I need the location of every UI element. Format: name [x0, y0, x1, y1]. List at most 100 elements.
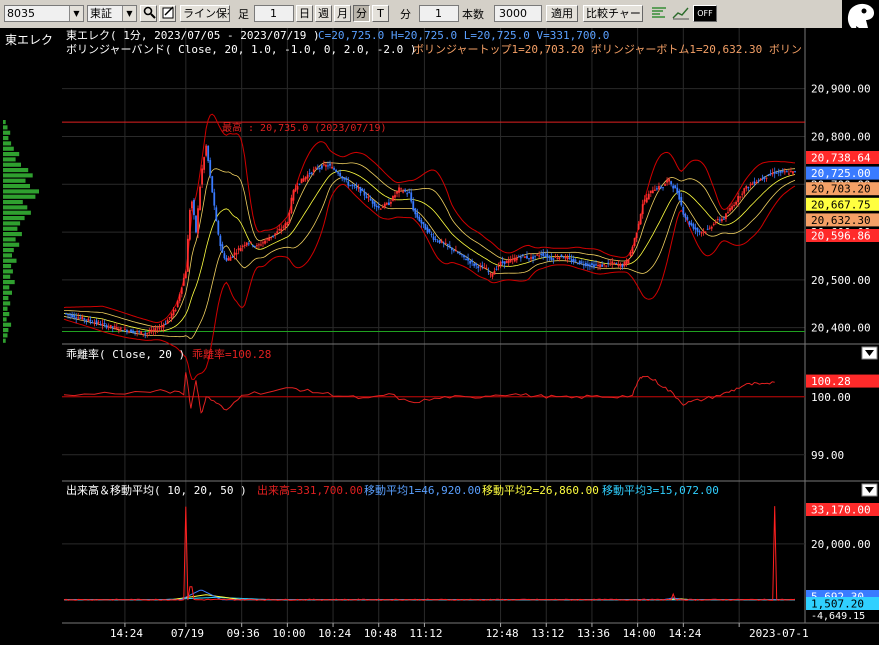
apply-button[interactable]: 適用	[546, 5, 578, 22]
week-button[interactable]: 週	[315, 5, 332, 22]
candle-body	[335, 169, 337, 172]
price-tag	[806, 182, 879, 196]
volume-profile-bar	[3, 216, 25, 221]
candle-body	[745, 185, 748, 189]
candle-body	[658, 185, 660, 190]
candle-body	[552, 258, 555, 260]
volume-header: 出来高＆移動平均( 10, 20, 50 )	[66, 483, 247, 497]
candle-body	[676, 187, 679, 194]
candle-body	[136, 331, 138, 333]
volume-profile-bar	[3, 274, 11, 279]
candle-body	[672, 185, 675, 189]
candle-body	[150, 329, 153, 333]
candle-body	[660, 186, 662, 188]
ohlcv-label: C=20,725.0 H=20,725.0 L=20,725.0 V=331,7…	[318, 29, 609, 42]
ashi-input[interactable]: 1	[254, 5, 294, 22]
x-tick-label: 10:00	[272, 627, 305, 640]
candle-body	[593, 264, 595, 268]
candle-body	[306, 174, 309, 179]
indicator-button[interactable]	[648, 5, 668, 22]
candle-body	[747, 187, 750, 189]
bb-lower-1	[63, 177, 796, 339]
off-toggle[interactable]: OFF	[693, 5, 717, 22]
candle-body	[67, 314, 69, 316]
candle-body	[276, 231, 279, 234]
volume-panel	[62, 506, 805, 601]
candle-body	[503, 261, 506, 264]
deviation-value-label: 乖離率=100.28	[192, 347, 271, 361]
volume-profile-bar	[3, 253, 12, 258]
count-value: 3000	[499, 7, 527, 20]
search-button[interactable]	[140, 5, 157, 22]
volume-profile-bar	[3, 280, 15, 285]
count-input[interactable]: 3000	[494, 5, 542, 22]
minute-button[interactable]: 分	[353, 5, 370, 22]
candle-body	[457, 252, 459, 254]
volume-profile-bar	[3, 301, 11, 306]
trend-button[interactable]	[670, 5, 690, 22]
candle-body	[607, 262, 610, 264]
candle-body	[191, 201, 193, 209]
candle-body	[158, 327, 161, 329]
candle-body	[623, 262, 626, 267]
candle-body	[176, 300, 179, 308]
candle-body	[174, 309, 177, 311]
candle-body	[95, 320, 98, 324]
price-tick-label: 20,500.00	[811, 274, 871, 287]
candle-body	[570, 259, 573, 262]
candle-body	[109, 324, 112, 328]
deviation-collapse-button[interactable]	[861, 346, 878, 360]
interval-input[interactable]: 1	[419, 5, 459, 22]
candle-body	[471, 260, 474, 263]
candle-body	[670, 181, 673, 185]
collapse-triangle-icon	[865, 487, 874, 493]
candle-body	[584, 262, 587, 266]
candle-body	[528, 258, 530, 260]
candle-body	[656, 188, 658, 190]
candle-body	[128, 331, 130, 333]
candle-body	[454, 250, 457, 252]
candle-body	[79, 317, 82, 319]
candle-body	[97, 322, 100, 324]
candle-body	[686, 217, 689, 220]
volume-profile-bar	[3, 258, 17, 263]
compare-chart-button[interactable]: 比較チャート	[583, 5, 643, 22]
candle-body	[166, 319, 169, 325]
deviation-header: 乖離率( Close, 20 )	[66, 347, 185, 361]
volume-profile-bar	[3, 173, 33, 178]
volume-profile-bar	[3, 242, 20, 247]
month-button[interactable]: 月	[334, 5, 351, 22]
candle-body	[343, 177, 346, 180]
edit-button[interactable]	[159, 5, 176, 22]
symbol-code-select[interactable]: 8035	[4, 5, 84, 22]
deviation-panel	[62, 372, 805, 456]
volume-profile-bar	[3, 322, 12, 327]
price-tag	[806, 166, 879, 180]
interval-unit-label: 分	[400, 8, 411, 21]
candle-body	[134, 331, 136, 333]
candle-body	[256, 245, 258, 247]
candle-body	[278, 229, 281, 231]
x-tick-label: 10:24	[318, 627, 351, 640]
candle-body	[664, 184, 666, 186]
candle-body	[394, 195, 396, 198]
candle-body	[156, 330, 159, 332]
volume-profile-bar	[3, 200, 23, 205]
line-save-button[interactable]: ライン保存	[180, 5, 230, 22]
candle-body	[361, 189, 364, 192]
bb-middle	[63, 170, 796, 332]
candle-body	[193, 199, 195, 216]
candle-body	[103, 323, 106, 325]
candle-body	[631, 246, 634, 254]
candle-body	[274, 233, 277, 236]
candle-body	[83, 318, 86, 320]
volume-collapse-button[interactable]	[861, 483, 878, 497]
candle-body	[572, 259, 575, 262]
candle-body	[700, 231, 703, 234]
day-button[interactable]: 日	[296, 5, 313, 22]
candle-body	[765, 177, 768, 179]
market-select[interactable]: 東証	[87, 5, 137, 22]
candle-body	[469, 260, 472, 264]
candle-body	[130, 329, 132, 333]
tick-button[interactable]: T	[372, 5, 389, 22]
